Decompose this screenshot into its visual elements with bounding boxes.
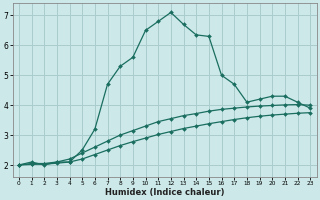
- X-axis label: Humidex (Indice chaleur): Humidex (Indice chaleur): [105, 188, 224, 197]
